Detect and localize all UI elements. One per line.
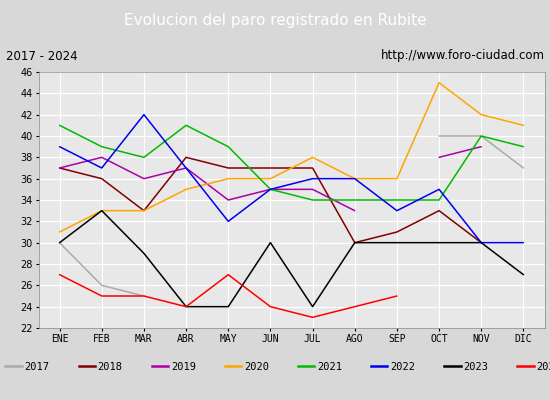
Text: 2019: 2019 <box>170 362 196 372</box>
Text: 2023: 2023 <box>463 362 488 372</box>
Text: 2017: 2017 <box>25 362 50 372</box>
Text: 2021: 2021 <box>317 362 342 372</box>
Text: 2017 - 2024: 2017 - 2024 <box>6 50 77 62</box>
Text: 2024: 2024 <box>536 362 550 372</box>
Text: 2020: 2020 <box>244 362 269 372</box>
Text: 2018: 2018 <box>98 362 123 372</box>
Text: Evolucion del paro registrado en Rubite: Evolucion del paro registrado en Rubite <box>124 12 426 28</box>
Text: 2022: 2022 <box>390 362 415 372</box>
Text: http://www.foro-ciudad.com: http://www.foro-ciudad.com <box>381 50 544 62</box>
